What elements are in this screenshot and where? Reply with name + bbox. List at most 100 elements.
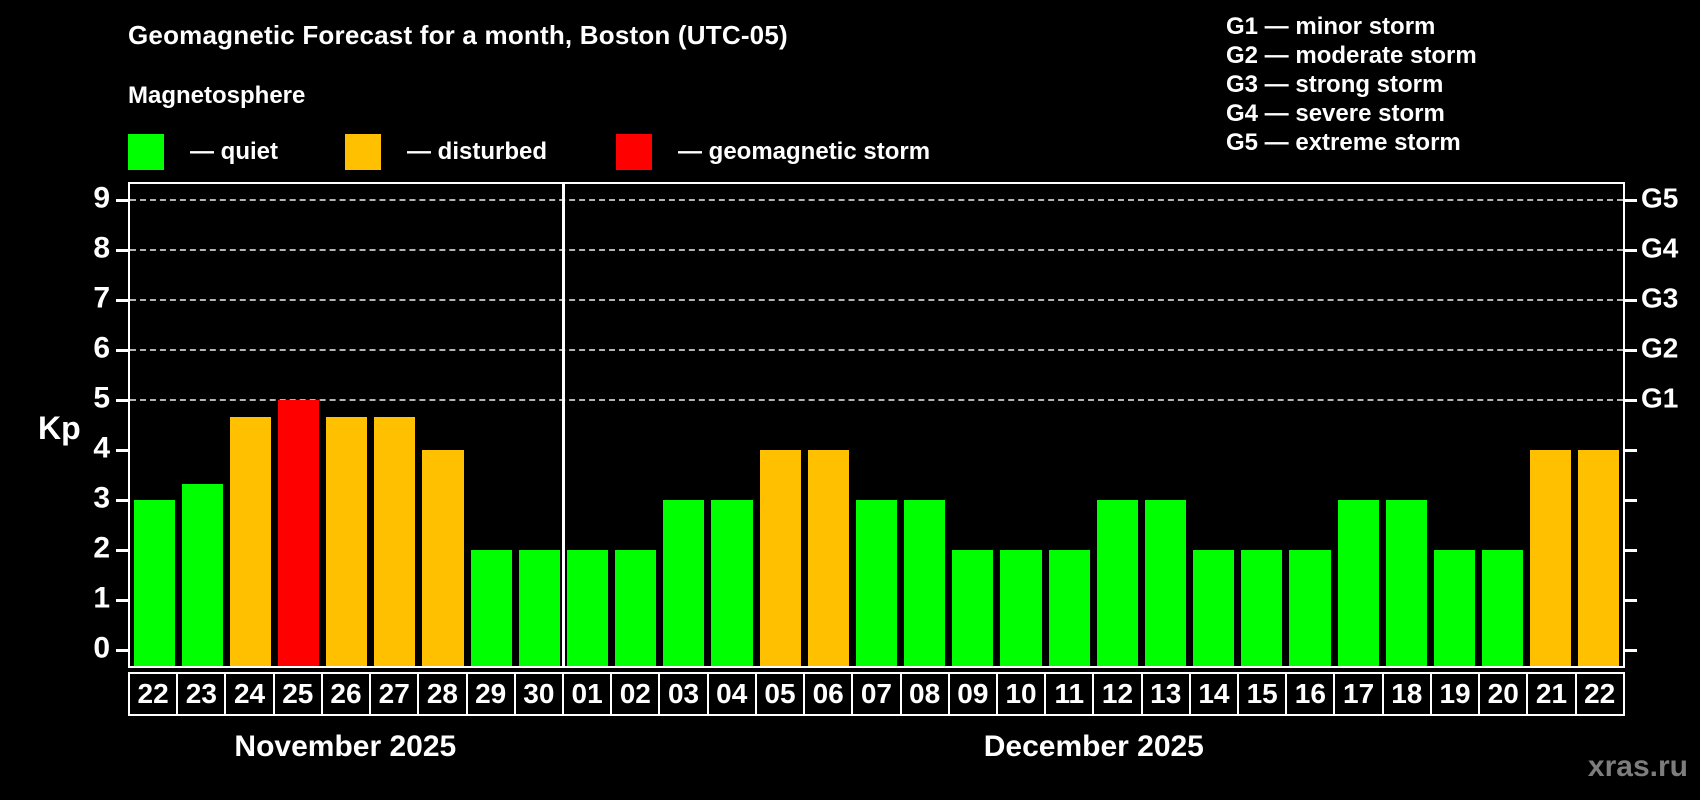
left-tick-kp6 (116, 349, 128, 352)
day-cell: 28 (417, 672, 468, 716)
kp-bar-day-09 (952, 550, 994, 666)
y-tick-label-3: 3 (93, 481, 110, 515)
month-separator-line (561, 184, 565, 666)
g-axis-label-G2: G2 (1641, 332, 1679, 364)
left-tick-kp4 (116, 449, 128, 452)
watermark: xras.ru (1587, 750, 1688, 783)
legend-item-storm: — geomagnetic storm (616, 132, 930, 172)
day-cell: 11 (1044, 672, 1095, 716)
kp-bar-day-22 (1578, 450, 1620, 666)
day-cell: 19 (1429, 672, 1481, 716)
kp-bar-day-28 (422, 450, 464, 666)
right-tick-kp5 (1625, 399, 1637, 402)
y-tick-label-9: 9 (93, 181, 110, 215)
right-tick-kp8 (1625, 249, 1637, 252)
kp-bar-day-18 (1385, 500, 1427, 666)
kp-bar-day-04 (711, 500, 753, 666)
day-cell: 27 (369, 672, 420, 716)
day-cell: 17 (1333, 672, 1384, 716)
left-tick-kp7 (116, 299, 128, 302)
g-legend-line: G2 — moderate storm (1226, 42, 1477, 69)
day-cell: 18 (1381, 672, 1432, 716)
kp-bar-day-20 (1482, 550, 1524, 666)
g-axis-label-G4: G4 (1641, 232, 1679, 264)
day-cell: 14 (1188, 672, 1240, 716)
right-tick-kp3 (1625, 499, 1637, 502)
quiet-swatch-icon (128, 134, 164, 170)
day-cell: 16 (1285, 672, 1336, 716)
day-cell: 09 (947, 672, 998, 716)
month-label: December 2025 (983, 730, 1204, 763)
kp-bar-day-21 (1530, 450, 1572, 666)
kp-bar-day-22 (133, 500, 175, 666)
left-tick-kp5 (116, 399, 128, 402)
left-tick-kp2 (116, 549, 128, 552)
kp-bar-day-05 (759, 450, 801, 666)
y-tick-label-5: 5 (93, 381, 110, 415)
magnetosphere-label: Magnetosphere (128, 82, 306, 109)
g-axis-label-G3: G3 (1641, 282, 1679, 314)
gridline-kp6 (130, 349, 1623, 351)
day-cell: 02 (610, 672, 661, 716)
right-tick-kp9 (1625, 199, 1637, 202)
gridline-kp7 (130, 299, 1623, 301)
kp-status-legend: — quiet — disturbed — geomagnetic storm (0, 132, 1700, 172)
day-cell: 06 (803, 672, 854, 716)
day-cell: 13 (1140, 672, 1191, 716)
legend-item-quiet: — quiet (128, 132, 278, 172)
month-label: November 2025 (234, 730, 457, 763)
kp-bar-day-03 (663, 500, 705, 666)
kp-bar-day-24 (229, 416, 271, 666)
left-tick-kp8 (116, 249, 128, 252)
right-tick-kp0 (1625, 649, 1637, 652)
kp-bar-day-19 (1433, 550, 1475, 666)
kp-bar-day-26 (326, 416, 368, 666)
right-tick-kp4 (1625, 449, 1637, 452)
kp-bar-day-02 (615, 550, 657, 666)
g-legend-line: G1 — minor storm (1226, 13, 1436, 40)
kp-bar-day-01 (566, 550, 609, 666)
g-storm-scale-legend: G1 — minor storm G2 — moderate storm G3 — … (1226, 12, 1477, 157)
y-axis-title: Kp (38, 410, 81, 446)
g-legend-line: G4 — severe storm (1226, 100, 1445, 127)
day-cell: 26 (320, 672, 372, 716)
kp-bar-day-17 (1337, 500, 1379, 666)
day-cell: 24 (224, 672, 275, 716)
day-cell: 03 (658, 672, 709, 716)
page-title: Geomagnetic Forecast for a month, Boston… (128, 20, 788, 50)
day-cell: 21 (1526, 672, 1577, 716)
kp-bar-day-13 (1144, 500, 1187, 666)
legend-label: — disturbed (407, 138, 548, 165)
storm-swatch-icon (616, 134, 652, 170)
kp-bar-day-10 (1000, 550, 1042, 666)
day-cell: 05 (754, 672, 806, 716)
day-cell: 20 (1478, 672, 1529, 716)
day-cell: 29 (465, 672, 516, 716)
kp-bar-day-11 (1048, 550, 1090, 666)
g-axis-label-G5: G5 (1641, 182, 1679, 214)
y-tick-label-2: 2 (93, 531, 110, 565)
left-tick-kp3 (116, 499, 128, 502)
day-cell: 10 (995, 672, 1047, 716)
legend-label: — quiet (190, 138, 278, 165)
day-cell: 07 (851, 672, 902, 716)
day-cell: 08 (899, 672, 950, 716)
y-tick-label-0: 0 (93, 631, 110, 665)
gridline-kp5 (130, 399, 1623, 401)
day-cell: 30 (513, 672, 564, 716)
g-axis-label-G1: G1 (1641, 382, 1679, 414)
kp-bar-day-14 (1193, 550, 1235, 666)
y-tick-label-8: 8 (93, 231, 110, 265)
gridline-kp8 (130, 249, 1623, 251)
kp-bar-day-25 (277, 400, 320, 666)
right-tick-kp6 (1625, 349, 1637, 352)
g-legend-line: G3 — strong storm (1226, 71, 1444, 98)
day-cell: 01 (561, 672, 613, 716)
kp-bar-day-16 (1289, 550, 1331, 666)
kp-bar-day-30 (518, 550, 560, 666)
g-legend-line: G5 — extreme storm (1226, 129, 1461, 156)
day-cell: 23 (176, 672, 227, 716)
kp-bar-day-15 (1241, 550, 1283, 666)
kp-bar-day-07 (855, 500, 898, 666)
